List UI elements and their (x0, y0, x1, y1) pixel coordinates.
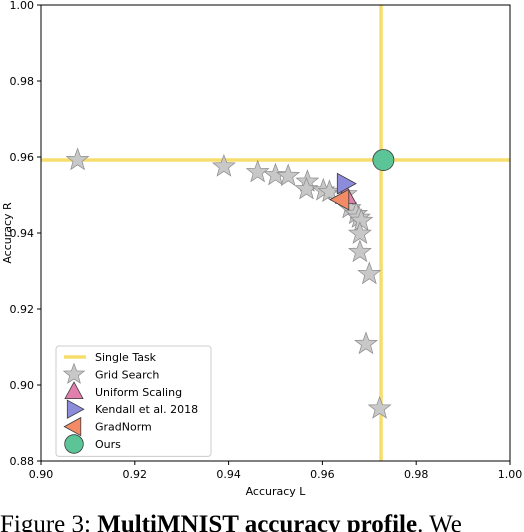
grid-search-point-14 (348, 221, 372, 244)
gradnorm-point-0 (329, 188, 350, 211)
legend-label-gradnorm: GradNorm (95, 421, 152, 434)
y-tick-label-3: 0.94 (10, 227, 35, 240)
y-tick-label-2: 0.92 (10, 303, 35, 316)
grid-search-point-6 (294, 176, 319, 200)
y-tick-label-1: 0.90 (10, 379, 35, 392)
legend-label-grid-search: Grid Search (95, 368, 159, 381)
y-tick-label-4: 0.96 (10, 151, 35, 164)
legend-label-single-task: Single Task (95, 351, 157, 364)
grid-search-point-4 (276, 163, 301, 187)
caption-prefix: Figure 3: (0, 511, 98, 532)
legend-label-ours: Ours (95, 438, 121, 451)
legend-swatch-uniform-scaling (64, 381, 84, 400)
figure-caption: Figure 3: MultiMNIST accuracy profile. W… (0, 508, 524, 532)
scatter-chart: 0.90 0.92 0.94 0.96 0.98 1.000.880.900.920.94… (1, 0, 523, 498)
legend-box (55, 345, 212, 457)
caption-suffix: . We (417, 511, 462, 532)
y-tick-label-5: 0.98 (10, 75, 35, 88)
grid-search-point-18 (367, 395, 392, 419)
grid-search-point-1 (212, 153, 236, 177)
x-tick-label-3: 0.96 (310, 468, 335, 481)
grid-search-point-0 (65, 147, 90, 171)
legend-swatch-gradnorm (63, 416, 82, 437)
grid-search-point-15 (348, 239, 372, 263)
ours-point-0 (372, 149, 395, 171)
y-tick-label-0: 0.88 (10, 455, 35, 468)
legend-swatch-grid-search (62, 362, 86, 384)
kendall-et-al-2018-point-0 (336, 172, 357, 195)
x-tick-label-4: 0.98 (404, 468, 429, 481)
legend-label-kendall-et-al-2018: Kendall et al. 2018 (95, 403, 198, 416)
x-axis-label: Accuracy L (246, 485, 307, 498)
x-tick-label-2: 0.94 (216, 468, 241, 481)
caption-title: MultiMNIST accuracy profile (97, 511, 418, 532)
legend-label-uniform-scaling: Uniform Scaling (95, 386, 182, 399)
y-tick-label-6: 1.00 (10, 0, 35, 12)
grid-search-point-3 (263, 162, 288, 186)
legend: Single Task Grid Search Uniform Scaling Ken… (55, 345, 212, 457)
grid-search-point-2 (245, 159, 270, 183)
legend-swatch-kendall-et-al-2018 (66, 399, 85, 419)
grid-search-point-17 (354, 331, 378, 355)
grid-search-point-16 (357, 261, 382, 285)
legend-swatch-ours (64, 434, 84, 454)
x-tick-label-0: 0.90 (29, 468, 54, 481)
x-tick-label-5: 1.00 (498, 468, 523, 481)
x-tick-label-1: 0.92 (123, 468, 148, 481)
y-axis-label: Accuracy R (1, 202, 14, 264)
